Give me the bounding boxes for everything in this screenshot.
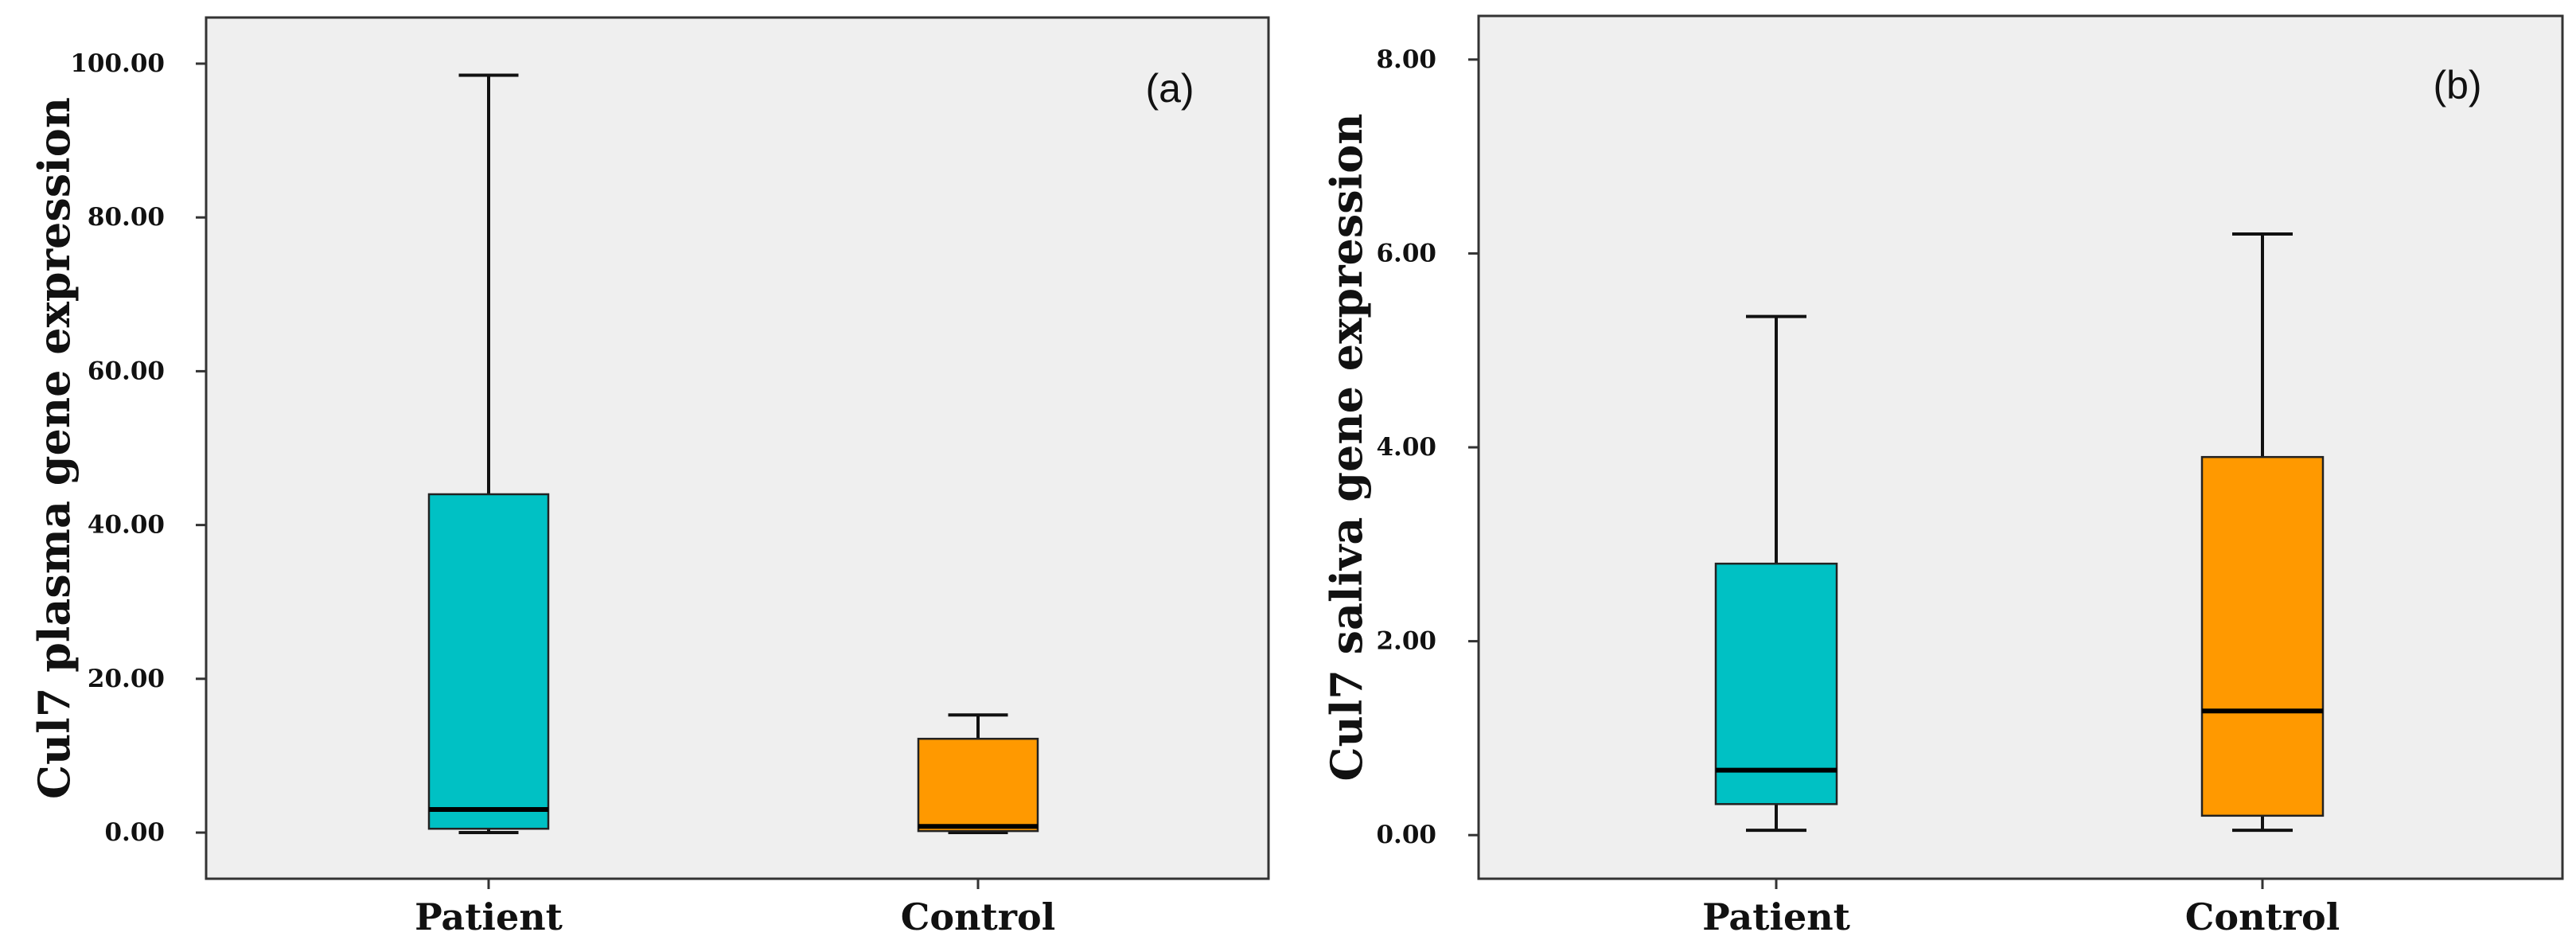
x-category-label: Patient [1702,895,1851,938]
panel-label: (a) [1145,66,1194,111]
box-control [2200,455,2325,817]
y-axis-title: Cul7 plasma gene expression [29,97,80,799]
y-tick-label: 0.00 [1376,821,1436,849]
y-axis-title: Cul7 saliva gene expression [1321,114,1372,782]
plot-area [205,16,1270,880]
y-tick-label: 80.00 [88,203,165,232]
y-tick-label: 20.00 [88,665,165,693]
x-category-label: Control [901,895,1055,938]
plot-area [1477,14,2564,880]
y-tick-label: 100.00 [70,49,165,78]
chart-panel-1: 0.00 20.00 40.00 60.00 80.00 100.00 Patient Con… [29,16,1270,938]
x-category-label: Patient [415,895,563,938]
y-tick-label: 40.00 [88,511,165,540]
y-tick-label: 2.00 [1376,627,1436,656]
y-tick-label: 8.00 [1376,45,1436,74]
box-control [917,737,1039,833]
y-tick-label: 6.00 [1376,239,1436,267]
box-patient [427,493,550,830]
panel-label: (b) [2433,63,2481,107]
y-tick-label: 60.00 [88,357,165,385]
box-patient [1714,562,1838,806]
x-category-label: Control [2185,895,2340,938]
chart-panel-2: 0.00 2.00 4.00 6.00 8.00 Patient Control Cul7 s… [1321,14,2564,938]
y-tick-label: 0.00 [104,818,165,847]
y-tick-label: 4.00 [1376,433,1436,462]
